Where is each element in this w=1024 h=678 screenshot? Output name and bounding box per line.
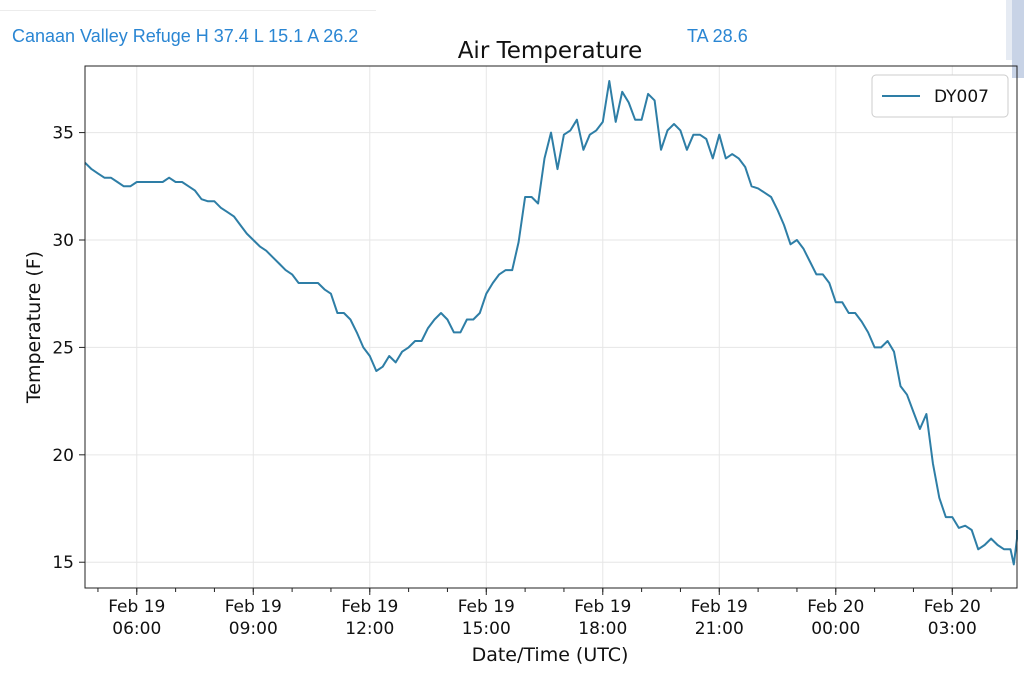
plot-frame: [84, 65, 1018, 589]
y-tick-label: 15: [52, 553, 74, 573]
chart-title: Air Temperature: [458, 38, 643, 64]
series-layer: [84, 80, 1018, 566]
x-tick-label-time: 18:00: [578, 619, 627, 639]
x-tick-label-date: Feb 19: [574, 597, 631, 617]
side-panel-edge: [1012, 0, 1024, 78]
x-tick-label-time: 06:00: [112, 619, 161, 639]
side-panel-edge-inner: [1006, 0, 1012, 60]
y-tick-label: 20: [52, 446, 74, 466]
x-tick-label-time: 00:00: [811, 619, 860, 639]
x-tick-label-time: 09:00: [229, 619, 278, 639]
x-tick-label-date: Feb 19: [225, 597, 282, 617]
legend-box: [871, 74, 1009, 118]
station-summary-link[interactable]: Canaan Valley Refuge H 37.4 L 15.1 A 26.…: [12, 26, 359, 46]
legend: DY007: [871, 74, 1009, 118]
x-tick-label-date: Feb 20: [807, 597, 864, 617]
top-divider: [0, 10, 376, 11]
x-tick-label-time: 03:00: [928, 619, 977, 639]
y-axis-label: Temperature (F): [23, 251, 45, 404]
grid-lines: [85, 66, 1017, 588]
x-tick-label-date: Feb 19: [691, 597, 748, 617]
y-tick-label: 35: [52, 124, 74, 144]
series-line-dy007: [84, 80, 1018, 566]
x-tick-label-time: 12:00: [345, 619, 394, 639]
x-tick-label-date: Feb 20: [924, 597, 981, 617]
x-tick-label-date: Feb 19: [108, 597, 165, 617]
x-tick-label-time: 15:00: [462, 619, 511, 639]
x-tick-label-date: Feb 19: [341, 597, 398, 617]
y-axis-ticks: 15 20 25 30 35: [52, 124, 85, 573]
y-tick-label: 25: [52, 338, 74, 358]
x-tick-label-date: Feb 19: [458, 597, 515, 617]
y-tick-label: 30: [52, 231, 74, 251]
x-tick-label-time: 21:00: [695, 619, 744, 639]
x-axis-label: Date/Time (UTC): [472, 644, 629, 666]
legend-label: DY007: [934, 87, 989, 107]
ta-summary-link[interactable]: TA 28.6: [687, 26, 748, 46]
